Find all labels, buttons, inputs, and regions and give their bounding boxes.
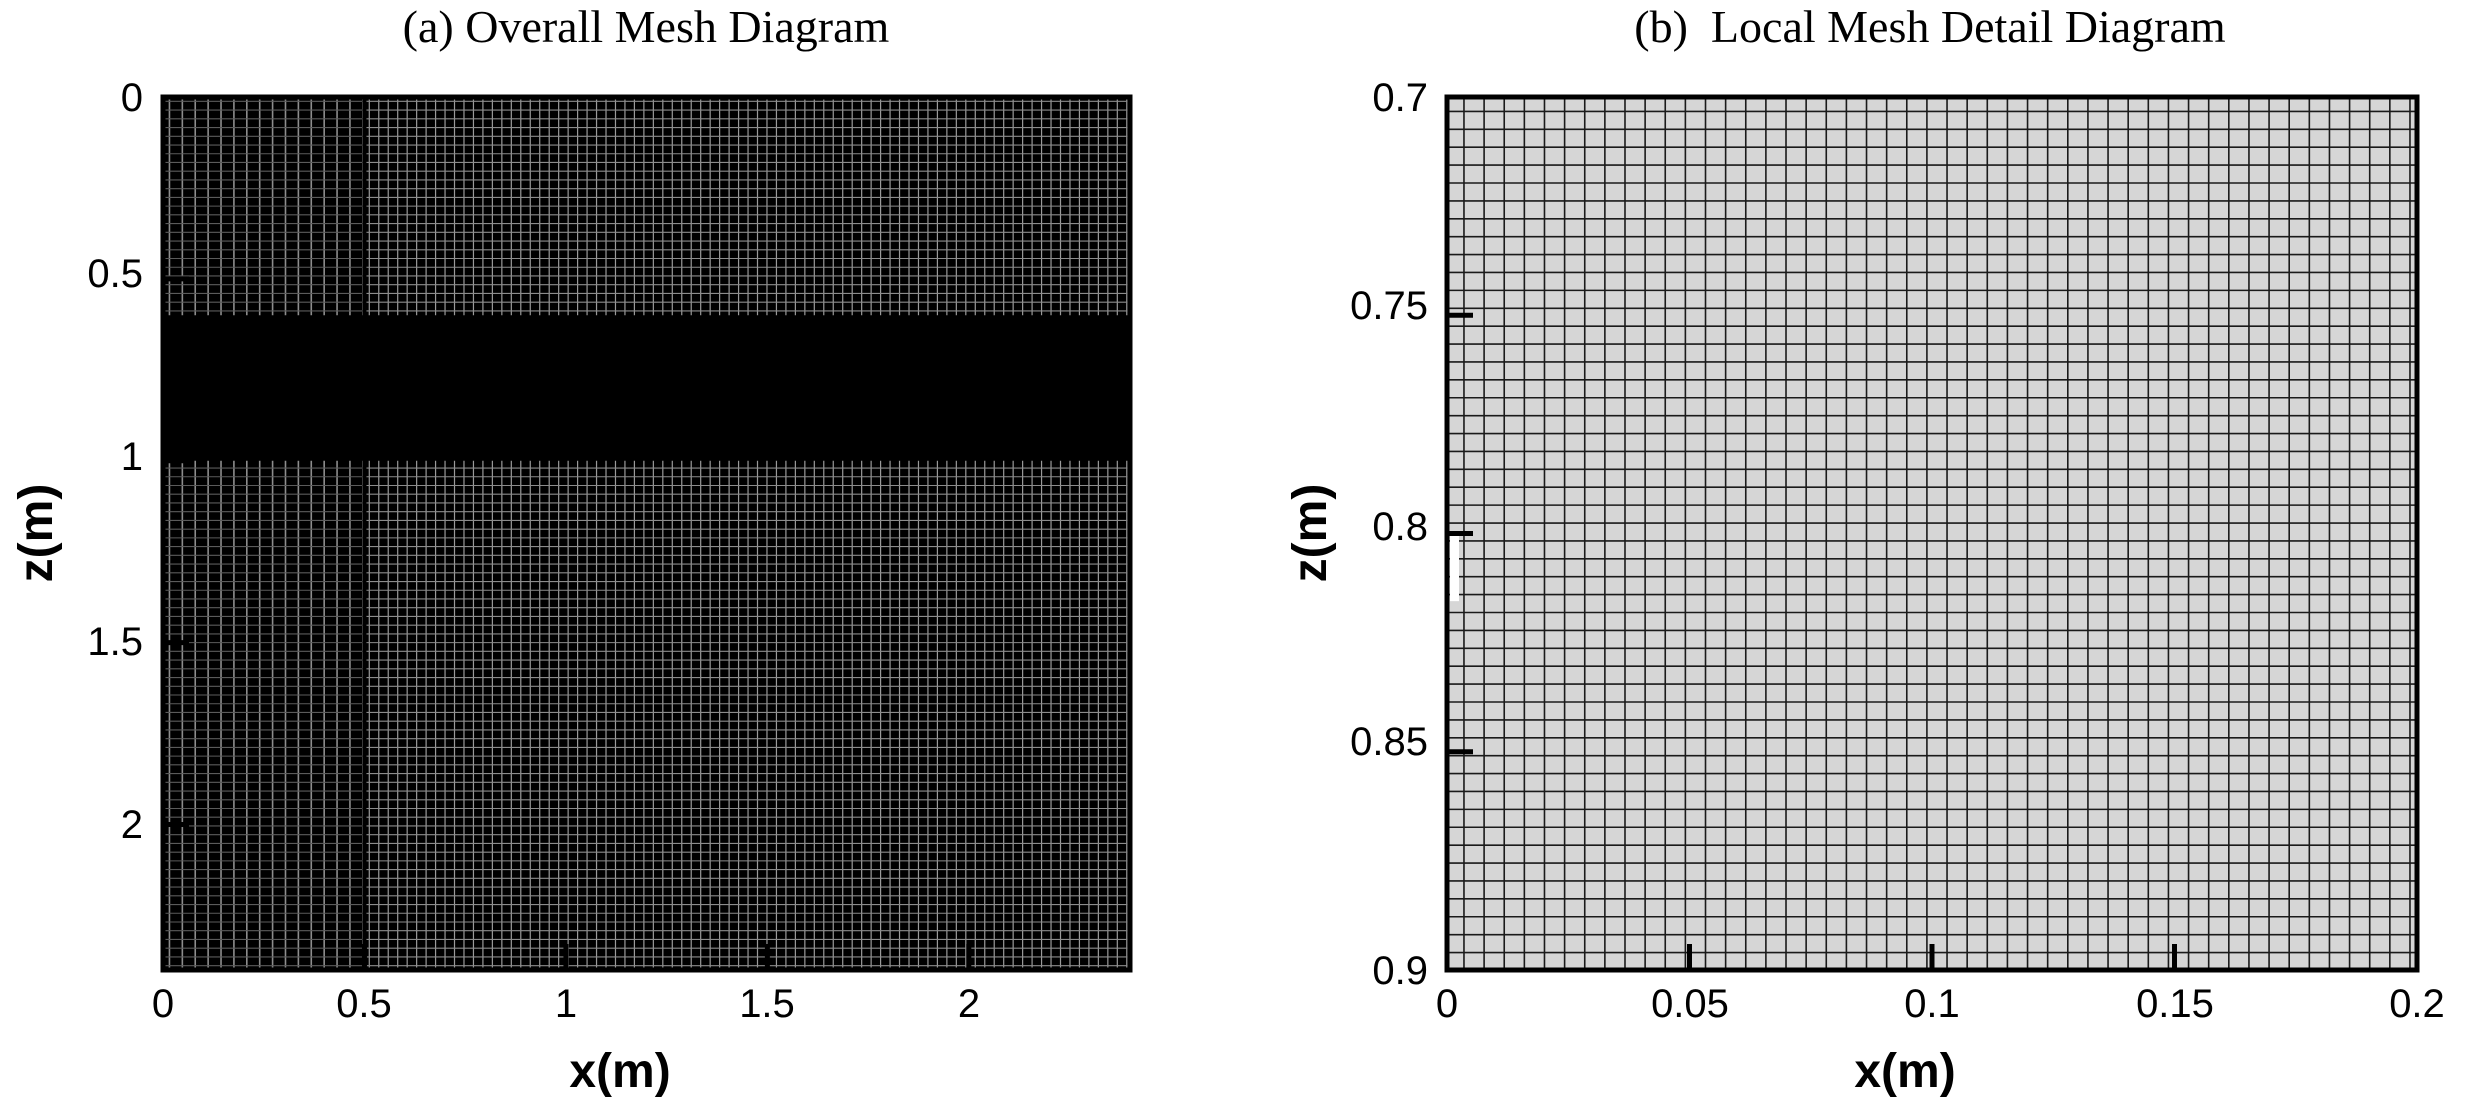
panel-b-y-axis-label: z(m) xyxy=(1284,484,1337,583)
panel-a-refined-columns xyxy=(163,97,365,970)
panel-b-x-axis-label: x(m) xyxy=(1854,1045,1955,1098)
panel-a-title: (a) Overall Mesh Diagram xyxy=(403,1,890,52)
panel-b-y-tick-label-3: 0.85 xyxy=(1350,720,1428,764)
panel-a-refined-band xyxy=(163,315,1130,461)
panel-a-y-axis-label: z(m) xyxy=(10,484,63,583)
panel-b-mesh-rows xyxy=(1447,110,2417,954)
panel-b-x-tick-label-4: 0.2 xyxy=(2389,982,2445,1026)
panel-a-y-tick-label-3: 1.5 xyxy=(87,620,143,664)
panel-b-x-tick-label-1: 0.05 xyxy=(1651,982,1729,1026)
panel-b-mesh-background xyxy=(1447,97,2417,970)
panel-a-coarse-column-gaps xyxy=(368,97,1128,970)
panel-b-x-tick-label-0: 0 xyxy=(1436,982,1458,1026)
panel-a-fine-column-gaps xyxy=(168,97,364,970)
panel-a-mesh xyxy=(163,97,1130,970)
panel-a-x-tick-label-3: 1.5 xyxy=(739,982,795,1026)
panel-b-ticks xyxy=(1444,94,2420,973)
panel-b-edge-gap xyxy=(1450,533,1459,602)
panel-a-x-axis-label: x(m) xyxy=(569,1045,670,1098)
panel-b-mesh xyxy=(1447,97,2417,970)
panel-a-ticks xyxy=(160,94,972,970)
panel-b-x-tick-label-2: 0.1 xyxy=(1904,982,1960,1026)
panel-a-frame xyxy=(160,94,1133,973)
panel-a-x-tick-label-0: 0 xyxy=(152,982,174,1026)
panel-b: (b) Local Mesh Detail Diagram 0 0.05 0.1… xyxy=(1284,1,2445,1098)
panel-a-y-tick-label-4: 2 xyxy=(121,803,143,847)
panel-a-y-tick-label-0: 0 xyxy=(121,76,143,120)
panel-b-title: (b) Local Mesh Detail Diagram xyxy=(1634,1,2226,52)
panel-a: (a) Overall Mesh Diagram 0 0.5 1 1.5 2 0… xyxy=(10,1,1133,1098)
panel-a-x-tick-label-1: 0.5 xyxy=(336,982,392,1026)
panel-a-y-tick-label-2: 1 xyxy=(121,435,143,479)
panel-a-y-tick-label-1: 0.5 xyxy=(87,252,143,296)
panel-a-x-tick-label-2: 1 xyxy=(555,982,577,1026)
panel-b-y-tick-label-1: 0.75 xyxy=(1350,284,1428,328)
panel-a-x-tick-label-4: 2 xyxy=(958,982,980,1026)
panel-a-row-gaps xyxy=(163,100,1130,967)
panel-b-x-tick-label-3: 0.15 xyxy=(2136,982,2214,1026)
panel-b-y-tick-label-2: 0.8 xyxy=(1372,505,1428,549)
panel-b-y-tick-label-4: 0.9 xyxy=(1372,949,1428,993)
panel-b-y-tick-label-0: 0.7 xyxy=(1372,76,1428,120)
